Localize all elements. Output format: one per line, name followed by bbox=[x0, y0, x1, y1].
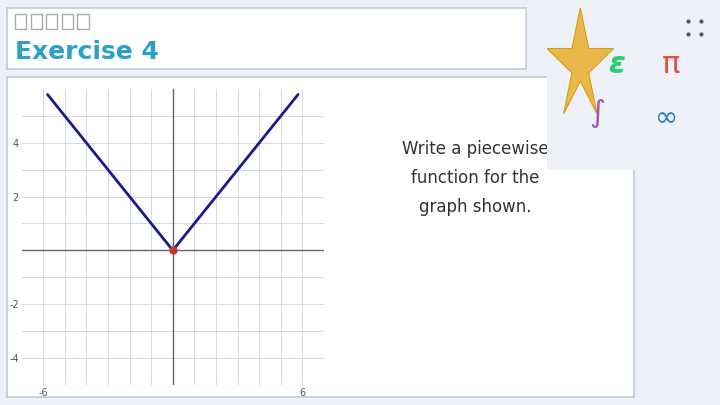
Polygon shape bbox=[547, 8, 613, 113]
Bar bbox=[30, 14, 42, 30]
Text: Write a piecewise
function for the
graph shown.: Write a piecewise function for the graph… bbox=[402, 140, 549, 216]
Text: ∫: ∫ bbox=[589, 99, 605, 128]
Bar bbox=[62, 14, 73, 30]
Bar bbox=[77, 14, 89, 30]
Bar bbox=[15, 14, 27, 30]
Text: ∞: ∞ bbox=[655, 104, 678, 132]
Text: ε: ε bbox=[608, 50, 625, 79]
Text: π: π bbox=[662, 50, 680, 79]
Bar bbox=[46, 14, 58, 30]
Text: Exercise 4: Exercise 4 bbox=[15, 40, 159, 64]
